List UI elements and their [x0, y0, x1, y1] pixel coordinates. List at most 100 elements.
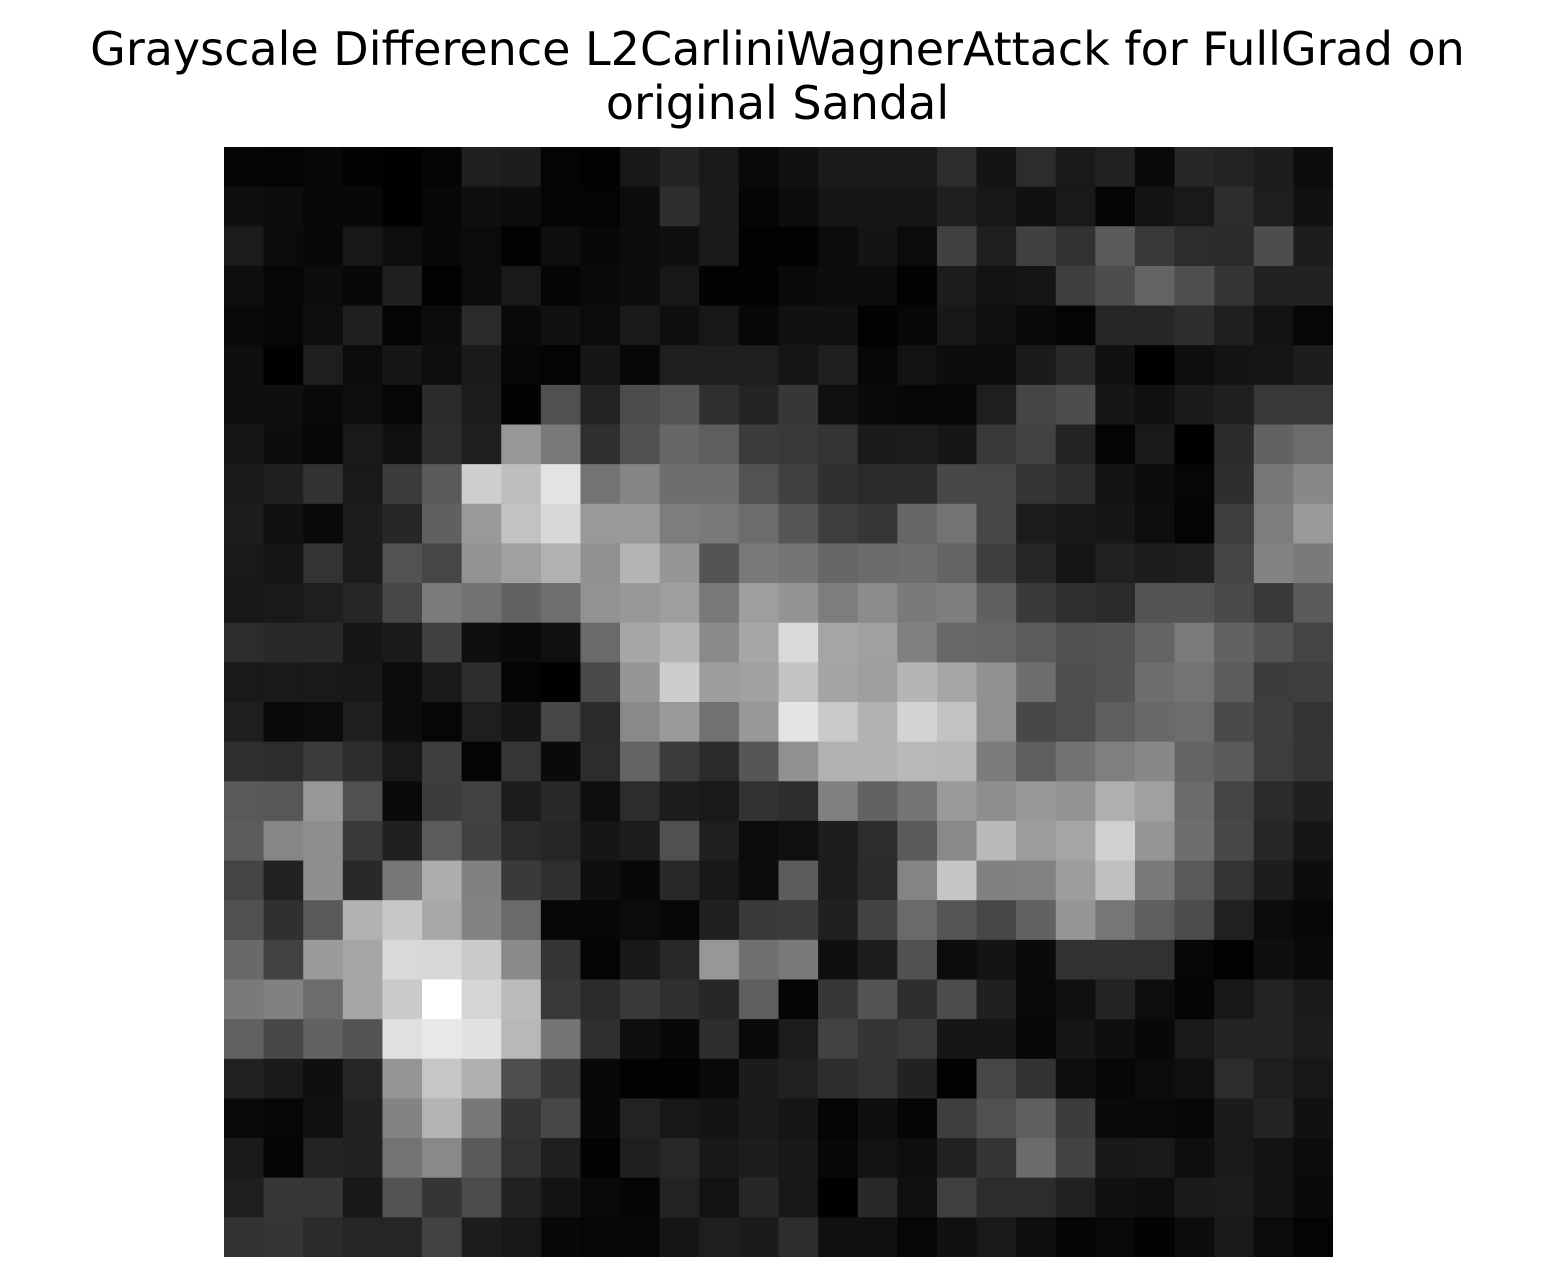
- heatmap-cell: [422, 306, 462, 346]
- heatmap-cell: [1016, 1138, 1056, 1178]
- heatmap-cell: [224, 861, 264, 901]
- heatmap-cell: [620, 821, 660, 861]
- heatmap-cell: [1175, 861, 1215, 901]
- heatmap-cell: [1056, 662, 1096, 702]
- heatmap-cell: [422, 1178, 462, 1218]
- heatmap-cell: [620, 266, 660, 306]
- heatmap-cell: [1175, 385, 1215, 425]
- heatmap-cell: [541, 1138, 581, 1178]
- heatmap-cell: [501, 702, 541, 742]
- heatmap-cell: [264, 742, 304, 782]
- heatmap-cell: [739, 266, 779, 306]
- heatmap-cell: [739, 1059, 779, 1099]
- heatmap-cell: [1095, 1019, 1135, 1059]
- heatmap-cell: [897, 187, 937, 227]
- heatmap-cell: [1095, 306, 1135, 346]
- heatmap-cell: [779, 742, 819, 782]
- heatmap-cell: [660, 1059, 700, 1099]
- heatmap-cell: [1095, 464, 1135, 504]
- heatmap-cell: [1016, 306, 1056, 346]
- heatmap-cell: [937, 742, 977, 782]
- heatmap-cell: [264, 702, 304, 742]
- heatmap-cell: [541, 187, 581, 227]
- heatmap-cell: [779, 623, 819, 663]
- heatmap-cell: [1135, 1178, 1175, 1218]
- heatmap-cell: [1056, 1138, 1096, 1178]
- heatmap-cell: [541, 226, 581, 266]
- heatmap-cell: [382, 623, 422, 663]
- heatmap-cell: [303, 623, 343, 663]
- chart-title-line-1: Grayscale Difference L2CarliniWagnerAtta…: [0, 22, 1555, 76]
- heatmap-cell: [224, 781, 264, 821]
- heatmap-cell: [1056, 464, 1096, 504]
- heatmap-cell: [1214, 1138, 1254, 1178]
- heatmap-cell: [1293, 980, 1333, 1020]
- heatmap-cell: [462, 1019, 502, 1059]
- heatmap-cell: [580, 266, 620, 306]
- heatmap-cell: [1293, 543, 1333, 583]
- heatmap-cell: [382, 940, 422, 980]
- heatmap-cell: [264, 345, 304, 385]
- heatmap-cell: [779, 1178, 819, 1218]
- heatmap-cell: [620, 662, 660, 702]
- heatmap-cell: [343, 504, 383, 544]
- heatmap-cell: [1254, 306, 1294, 346]
- heatmap-cell: [501, 742, 541, 782]
- heatmap-cell: [1135, 1098, 1175, 1138]
- heatmap-cell: [382, 1059, 422, 1099]
- heatmap-cell: [1214, 147, 1254, 187]
- heatmap-cell: [937, 900, 977, 940]
- heatmap-cell: [343, 226, 383, 266]
- heatmap-cell: [1095, 1138, 1135, 1178]
- heatmap-cell: [382, 821, 422, 861]
- heatmap-cell: [779, 940, 819, 980]
- heatmap-cell: [660, 1217, 700, 1257]
- heatmap-cell: [977, 623, 1017, 663]
- heatmap-cell: [1214, 1098, 1254, 1138]
- heatmap-cell: [660, 702, 700, 742]
- heatmap-cell: [660, 1098, 700, 1138]
- heatmap-cell: [699, 226, 739, 266]
- heatmap-cell: [818, 147, 858, 187]
- heatmap-cell: [1214, 821, 1254, 861]
- heatmap-cell: [739, 900, 779, 940]
- heatmap-cell: [462, 1059, 502, 1099]
- heatmap-cell: [382, 345, 422, 385]
- heatmap-cell: [660, 662, 700, 702]
- heatmap-cell: [382, 781, 422, 821]
- heatmap-cell: [779, 1098, 819, 1138]
- heatmap-cell: [858, 980, 898, 1020]
- heatmap-cell: [1175, 1217, 1215, 1257]
- heatmap-cell: [1135, 702, 1175, 742]
- heatmap-cell: [422, 1217, 462, 1257]
- chart-title: Grayscale Difference L2CarliniWagnerAtta…: [0, 22, 1555, 130]
- heatmap-cell: [977, 940, 1017, 980]
- heatmap-cell: [977, 662, 1017, 702]
- heatmap-cell: [580, 583, 620, 623]
- heatmap-cell: [224, 1019, 264, 1059]
- heatmap-cell: [264, 306, 304, 346]
- heatmap-cell: [1135, 781, 1175, 821]
- heatmap-cell: [264, 821, 304, 861]
- heatmap-cell: [422, 900, 462, 940]
- heatmap-cell: [818, 464, 858, 504]
- heatmap-cell: [580, 543, 620, 583]
- heatmap-cell: [660, 306, 700, 346]
- heatmap-cell: [977, 1019, 1017, 1059]
- heatmap-cell: [264, 781, 304, 821]
- heatmap-cell: [303, 583, 343, 623]
- heatmap-cell: [1135, 1059, 1175, 1099]
- heatmap-cell: [660, 425, 700, 465]
- heatmap-cell: [1254, 940, 1294, 980]
- heatmap-cell: [739, 662, 779, 702]
- heatmap-cell: [1175, 1098, 1215, 1138]
- heatmap-cell: [1095, 781, 1135, 821]
- heatmap-cell: [422, 345, 462, 385]
- heatmap-cell: [382, 147, 422, 187]
- heatmap-cell: [739, 187, 779, 227]
- heatmap-cell: [739, 1138, 779, 1178]
- heatmap-cell: [462, 662, 502, 702]
- heatmap-cell: [779, 1217, 819, 1257]
- heatmap-cell: [1214, 543, 1254, 583]
- heatmap-cell: [462, 464, 502, 504]
